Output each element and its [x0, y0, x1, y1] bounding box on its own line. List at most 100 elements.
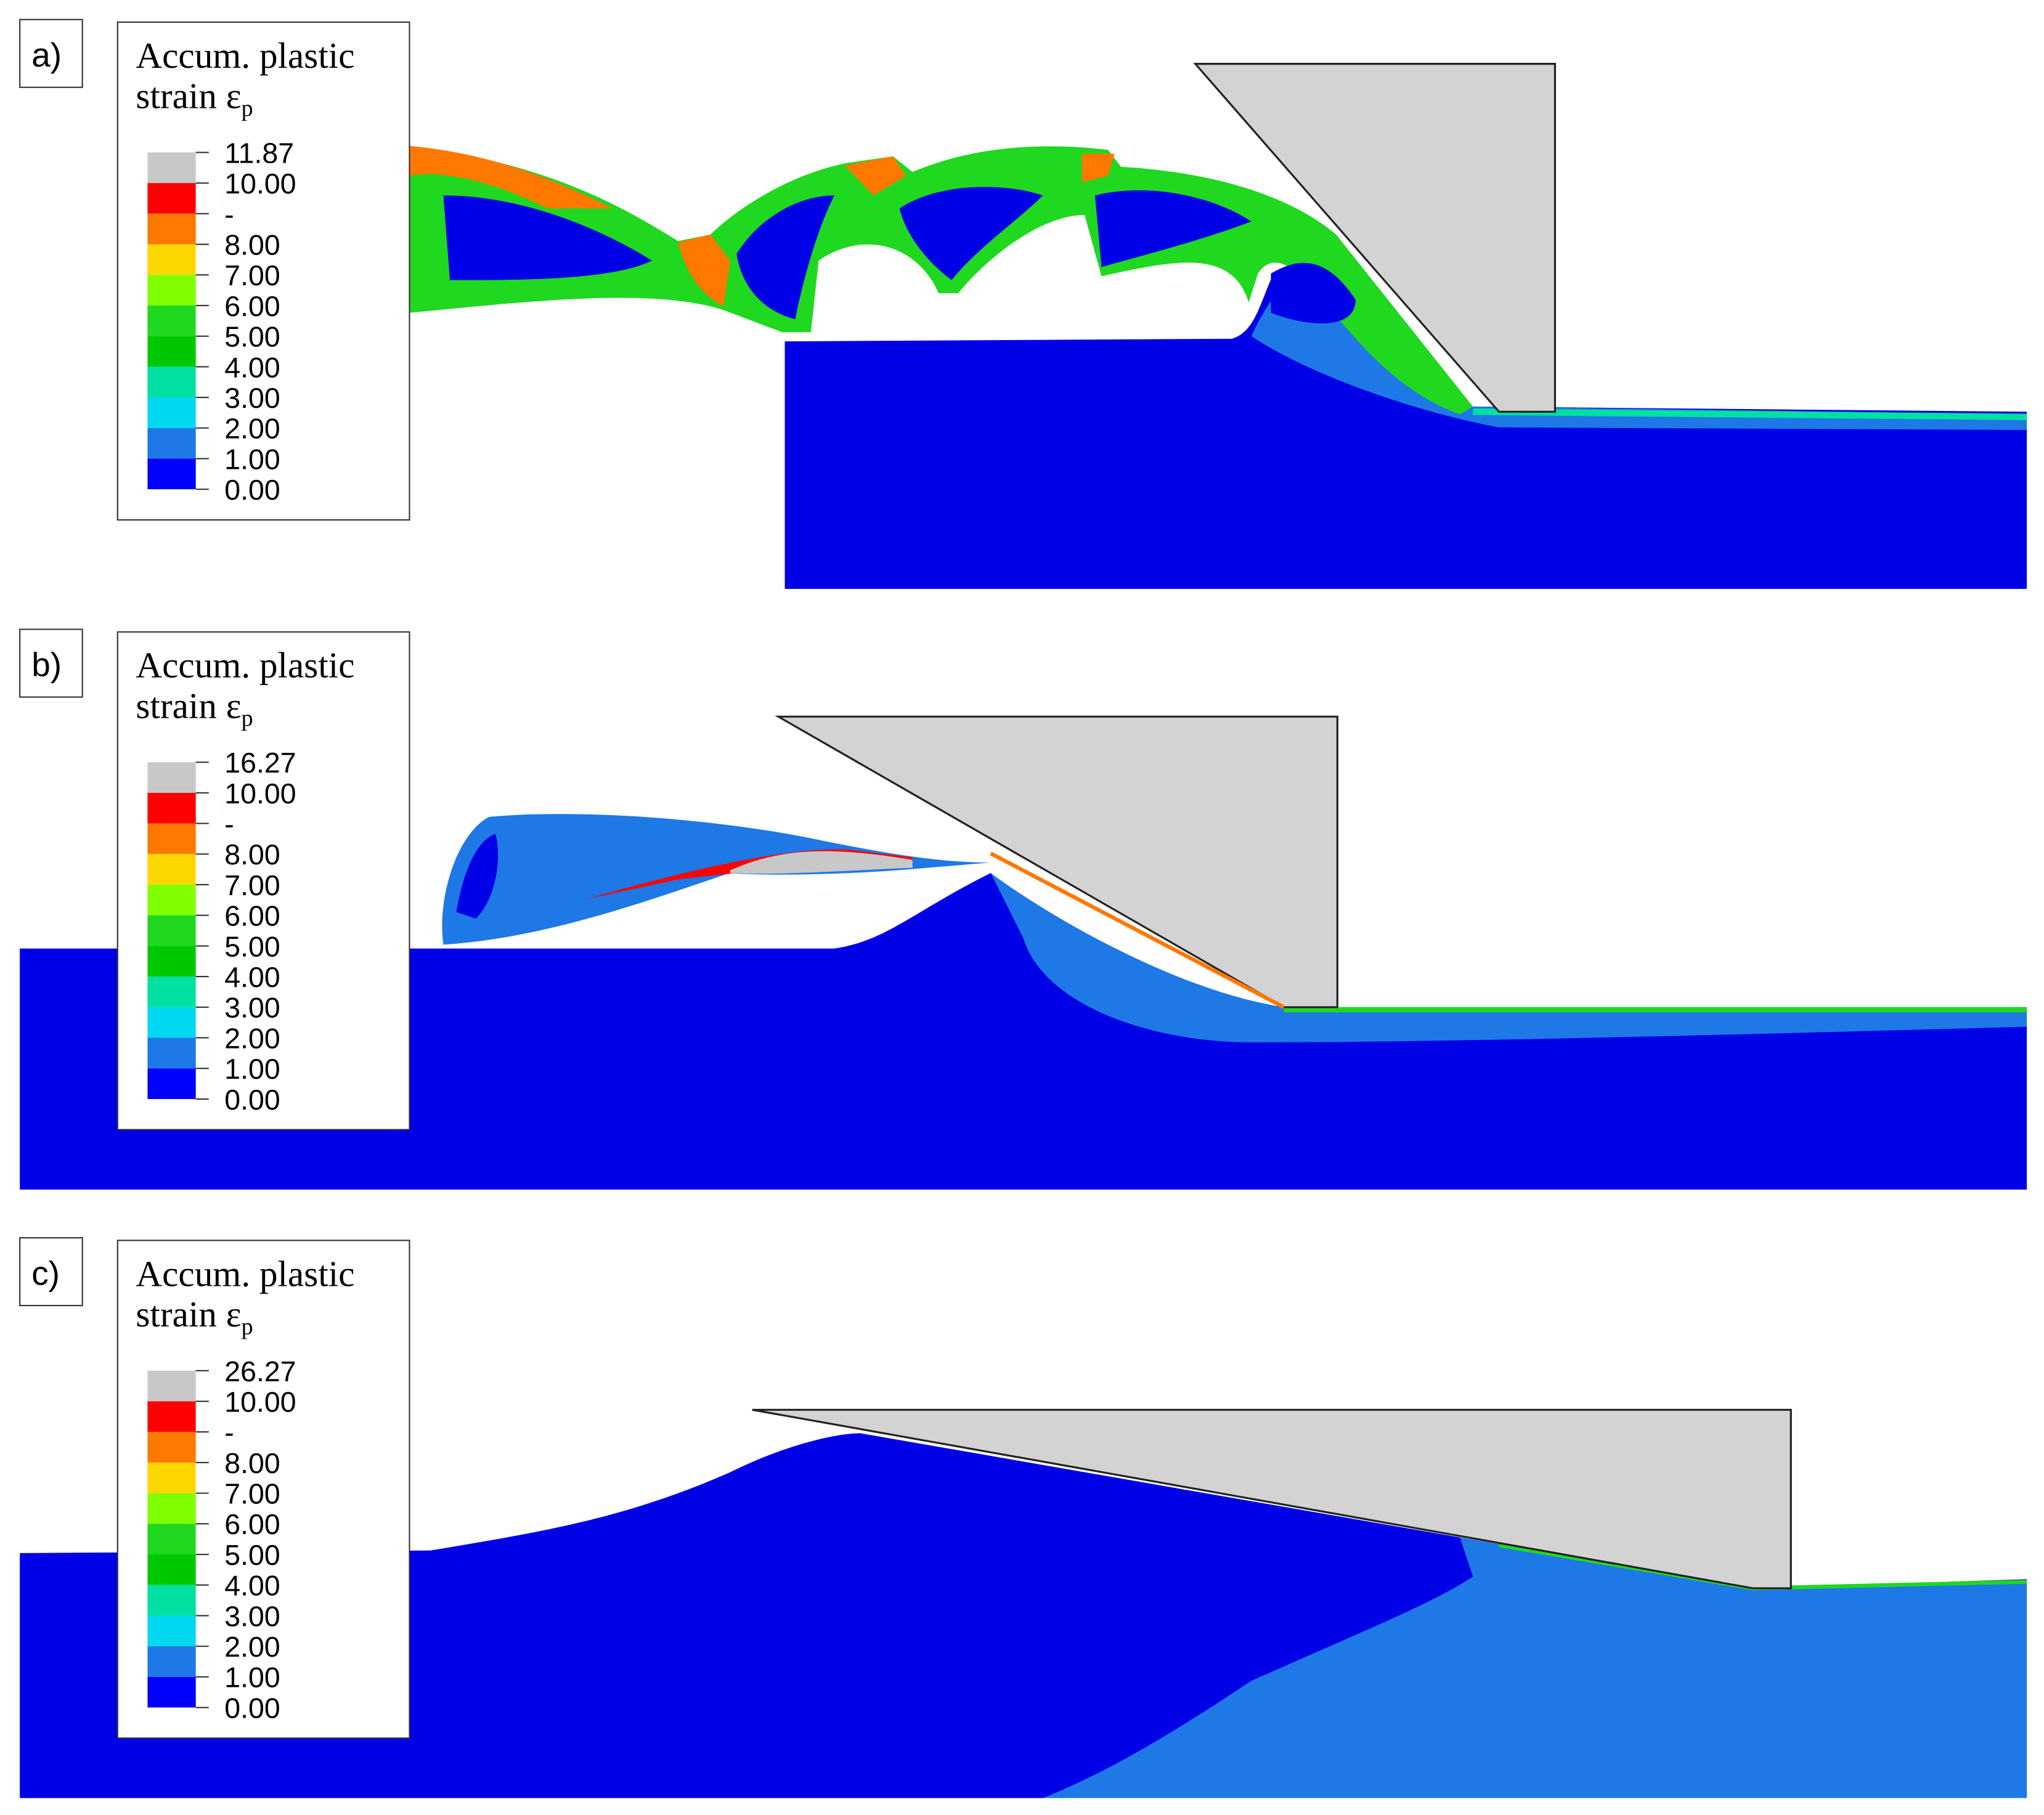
legend-title-symbol: strain ε — [136, 685, 241, 726]
legend-band — [147, 1524, 196, 1555]
legend-title-symbol: strain ε — [136, 1294, 241, 1334]
legend-band — [147, 1401, 196, 1432]
legend-label: 6.00 — [224, 1508, 280, 1540]
legend-label: 5.00 — [224, 1539, 280, 1571]
legend-band — [147, 1646, 196, 1677]
legend-label: 1.00 — [224, 1053, 280, 1085]
legend-label: 11.87 — [224, 137, 294, 169]
chip-core — [456, 834, 499, 919]
legend-label: 1.00 — [224, 1662, 280, 1694]
legend-label: 3.00 — [224, 992, 280, 1024]
legend-band — [147, 458, 196, 490]
legend-band — [147, 915, 196, 946]
legend-label: 5.00 — [224, 321, 280, 353]
legend-band — [147, 1370, 196, 1402]
legend-label: 0.00 — [224, 1084, 280, 1116]
legend-band — [147, 1462, 196, 1493]
legend-label: 10.00 — [224, 778, 296, 810]
label-box — [19, 18, 83, 88]
legend-band — [147, 1007, 196, 1038]
legend-label: 0.00 — [224, 474, 280, 506]
legend-label: 7.00 — [224, 869, 280, 901]
legend-label: 3.00 — [224, 382, 280, 414]
legend-label: 5.00 — [224, 930, 280, 962]
legend-label: 0.00 — [224, 1692, 280, 1724]
legend-band — [147, 946, 196, 977]
legend-band — [147, 367, 196, 398]
legend-band — [147, 884, 196, 916]
panel-c — [20, 1408, 2027, 1798]
legend-band — [147, 977, 196, 1007]
legend-band — [147, 305, 196, 336]
legend-title: Accum. plastic — [136, 645, 354, 686]
label-box — [19, 1237, 83, 1307]
lower-zone — [1043, 1537, 2027, 1798]
chip — [442, 814, 991, 945]
legend-label: 8.00 — [224, 838, 280, 871]
legend-label: 2.00 — [224, 1631, 280, 1663]
legend-label: 1.00 — [224, 443, 280, 475]
legend-label: 4.00 — [224, 351, 280, 383]
workpiece — [20, 872, 2027, 1190]
legend-band — [147, 1585, 196, 1616]
legend-label: 2.00 — [224, 413, 280, 445]
legend-band — [147, 762, 196, 793]
legend-band — [147, 823, 196, 855]
legend-band — [147, 792, 196, 824]
legend-band — [147, 1037, 196, 1069]
legend-title-symbol: strain ε — [136, 76, 241, 116]
panel-label: c) — [31, 1254, 60, 1292]
panel-b — [20, 715, 2027, 1190]
legend-subscript: p — [242, 705, 253, 731]
legend-label: 7.00 — [224, 259, 280, 291]
legend-band — [147, 183, 196, 214]
tool — [1193, 63, 1557, 413]
legend-label: 16.27 — [224, 747, 296, 779]
workpiece — [784, 267, 2027, 589]
panel-label: a) — [31, 36, 62, 74]
legend-label: 2.00 — [224, 1022, 280, 1054]
legend-title: strain εp — [136, 1294, 253, 1340]
legend-title: strain εp — [136, 76, 253, 122]
legend-label: 10.00 — [224, 168, 296, 200]
legend-label: 3.00 — [224, 1600, 280, 1632]
chip-surface — [1473, 408, 2027, 421]
legend-band — [147, 152, 196, 184]
legend-band — [147, 854, 196, 885]
label-box — [19, 628, 83, 698]
chip-hot — [409, 145, 1115, 306]
legend-band — [147, 428, 196, 459]
legend-title: Accum. plastic — [136, 1253, 354, 1294]
legend-band — [147, 244, 196, 275]
legend-label: 4.00 — [224, 1570, 280, 1602]
panel-label: b) — [31, 646, 62, 684]
legend-band — [147, 1615, 196, 1647]
legend-title: strain εp — [136, 685, 253, 731]
legend-band — [147, 1493, 196, 1524]
legend-subscript: p — [242, 95, 253, 121]
tool — [752, 1408, 1792, 1590]
legend-label: 8.00 — [224, 229, 280, 261]
legend-label: 8.00 — [224, 1447, 280, 1479]
legend-band — [147, 1554, 196, 1585]
legend-band — [147, 1068, 196, 1099]
legend-label: 7.00 — [224, 1478, 280, 1510]
legend-label: - — [224, 1416, 234, 1448]
chip-gray — [730, 851, 913, 874]
contact-layer — [990, 851, 1285, 1009]
legend-band — [147, 336, 196, 367]
legend-label: 6.00 — [224, 290, 280, 322]
legend-label: 6.00 — [224, 900, 280, 932]
legend-band — [147, 213, 196, 245]
tool — [775, 715, 1338, 1009]
legend-band — [147, 1676, 196, 1708]
legend-label: - — [224, 198, 234, 230]
legend-title: Accum. plastic — [136, 35, 354, 76]
panel-a — [409, 63, 2027, 589]
legend-label: 4.00 — [224, 961, 280, 993]
chip-core — [443, 187, 1356, 323]
